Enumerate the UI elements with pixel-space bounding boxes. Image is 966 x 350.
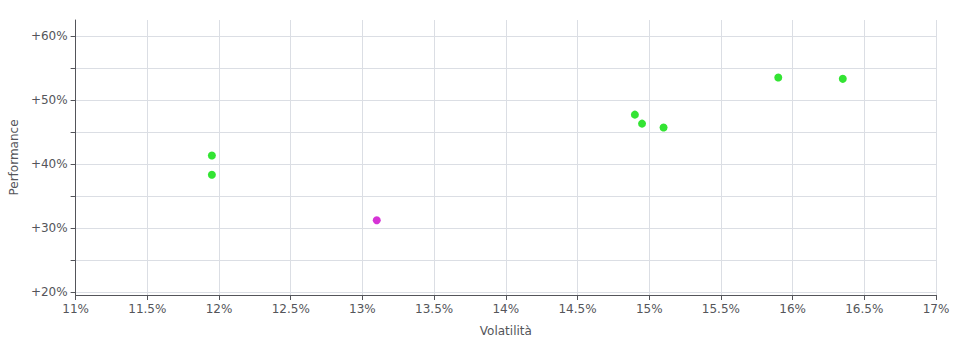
- svg-text:16.5%: 16.5%: [845, 302, 883, 316]
- svg-text:13.5%: 13.5%: [415, 302, 453, 316]
- svg-text:+20%: +20%: [31, 285, 68, 299]
- svg-text:14%: 14%: [492, 302, 519, 316]
- svg-text:15%: 15%: [636, 302, 663, 316]
- svg-text:12.5%: 12.5%: [272, 302, 310, 316]
- svg-text:Performance: Performance: [7, 119, 21, 195]
- svg-text:13%: 13%: [349, 302, 376, 316]
- svg-text:14.5%: 14.5%: [558, 302, 596, 316]
- svg-text:+30%: +30%: [31, 221, 68, 235]
- svg-text:17%: 17%: [923, 302, 950, 316]
- svg-text:+60%: +60%: [31, 29, 68, 43]
- svg-text:+50%: +50%: [31, 93, 68, 107]
- svg-text:11%: 11%: [62, 302, 89, 316]
- svg-text:11.5%: 11.5%: [128, 302, 166, 316]
- svg-text:Volatilità: Volatilità: [480, 324, 532, 338]
- svg-text:12%: 12%: [206, 302, 233, 316]
- svg-text:16%: 16%: [779, 302, 806, 316]
- svg-text:+40%: +40%: [31, 157, 68, 171]
- svg-text:15.5%: 15.5%: [702, 302, 740, 316]
